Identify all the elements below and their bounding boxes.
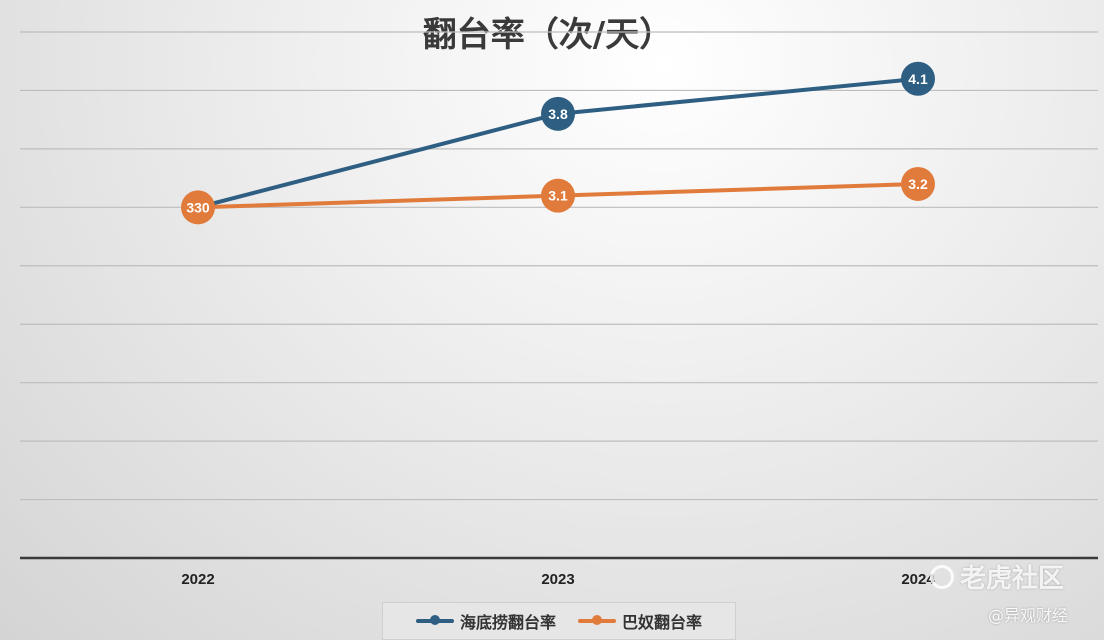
tiger-logo-icon	[930, 564, 954, 589]
data-label: 4.1	[908, 71, 928, 87]
data-label: 3.1	[548, 188, 568, 204]
data-point[interactable]	[901, 61, 935, 96]
x-tick-label: 2022	[181, 571, 214, 588]
data-label: 3.2	[908, 176, 928, 192]
legend-swatch-banu	[578, 615, 616, 625]
data-point[interactable]	[541, 96, 575, 131]
series: 3.8 4.1 330 3.1 3.2	[181, 61, 935, 225]
data-point[interactable]	[541, 178, 575, 213]
data-label: 330	[186, 199, 210, 215]
series-1: 330 3.1 3.2	[181, 166, 935, 225]
chart-title: 翻台率（次/天）	[423, 15, 673, 55]
data-label: 3.8	[548, 106, 568, 122]
legend-item-haidilao[interactable]: 海底捞翻台率	[415, 609, 556, 633]
legend-label-haidilao: 海底捞翻台率	[459, 613, 556, 632]
data-point[interactable]	[901, 166, 935, 201]
watermark-main-text: 老虎社区	[960, 564, 1065, 594]
legend: 海底捞翻台率 巴奴翻台率	[382, 602, 736, 640]
legend-swatch-haidilao	[415, 615, 454, 625]
legend-item-banu[interactable]: 巴奴翻台率	[578, 609, 702, 633]
x-axis-ticks: 2022 2023 2024	[181, 571, 935, 588]
x-tick-label: 2024	[901, 571, 935, 588]
x-tick-label: 2023	[541, 571, 574, 588]
data-point[interactable]	[181, 190, 215, 225]
legend-label-banu: 巴奴翻台率	[622, 613, 703, 632]
watermark-sub: @异观财经	[988, 606, 1069, 625]
watermark-logo: 老虎社区	[930, 558, 1064, 595]
